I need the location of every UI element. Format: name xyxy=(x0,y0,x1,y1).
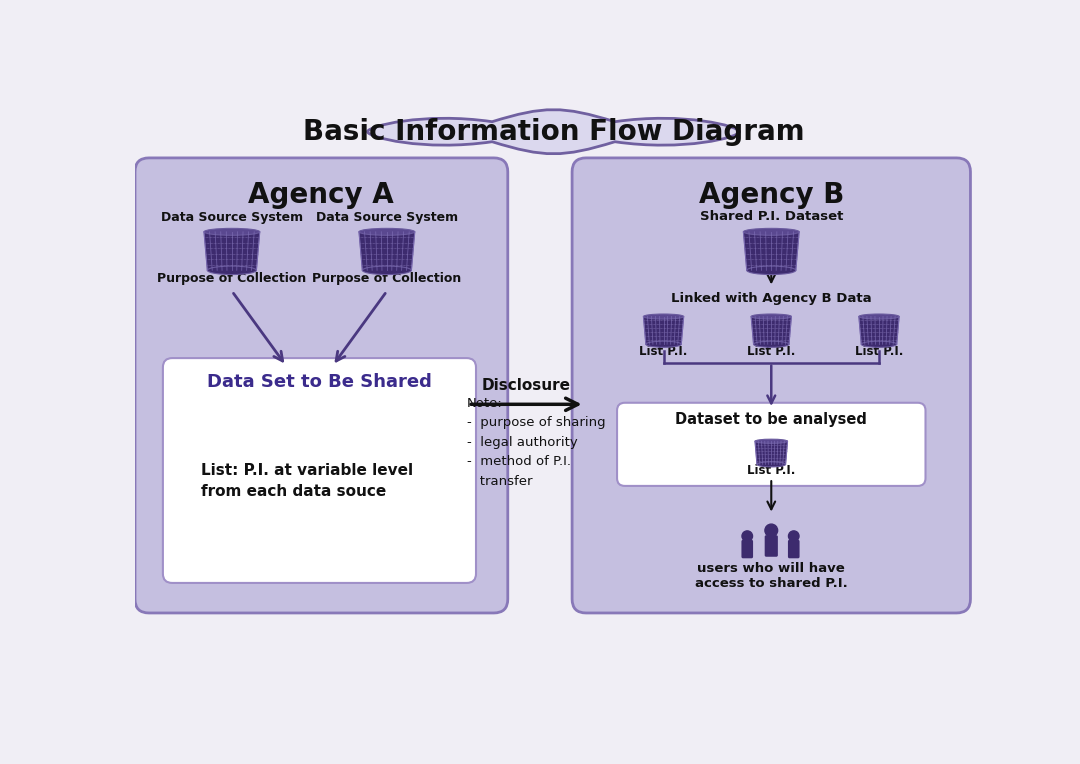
FancyBboxPatch shape xyxy=(617,403,926,486)
Text: List P.I.: List P.I. xyxy=(747,345,796,358)
Ellipse shape xyxy=(859,314,900,319)
Ellipse shape xyxy=(754,342,789,348)
Text: List: P.I. at variable level
from each data souce: List: P.I. at variable level from each d… xyxy=(201,463,413,500)
Circle shape xyxy=(742,531,753,542)
Ellipse shape xyxy=(644,314,684,319)
Text: List P.I.: List P.I. xyxy=(854,345,903,358)
Ellipse shape xyxy=(359,228,415,235)
Text: List P.I.: List P.I. xyxy=(747,464,796,477)
Text: users who will have
access to shared P.I.: users who will have access to shared P.I… xyxy=(694,562,848,590)
PathPatch shape xyxy=(644,316,684,345)
Ellipse shape xyxy=(646,342,681,348)
Ellipse shape xyxy=(746,266,796,274)
PathPatch shape xyxy=(859,316,900,345)
Ellipse shape xyxy=(861,342,896,348)
Text: Basic Information Flow Diagram: Basic Information Flow Diagram xyxy=(302,118,805,146)
Ellipse shape xyxy=(743,228,799,235)
Circle shape xyxy=(765,524,778,537)
Text: Data Source System: Data Source System xyxy=(161,212,302,225)
Text: Data Set to Be Shared: Data Set to Be Shared xyxy=(207,373,432,391)
FancyBboxPatch shape xyxy=(572,158,971,613)
PathPatch shape xyxy=(743,231,799,270)
PathPatch shape xyxy=(751,316,792,345)
Text: Data Source System: Data Source System xyxy=(315,212,458,225)
FancyBboxPatch shape xyxy=(135,158,508,613)
Text: Dataset to be analysed: Dataset to be analysed xyxy=(675,413,867,427)
FancyBboxPatch shape xyxy=(788,540,799,558)
PathPatch shape xyxy=(204,231,260,270)
Ellipse shape xyxy=(757,461,785,467)
Text: Disclosure: Disclosure xyxy=(482,378,571,393)
Ellipse shape xyxy=(755,439,787,443)
PathPatch shape xyxy=(367,110,740,154)
Ellipse shape xyxy=(362,266,411,274)
Ellipse shape xyxy=(207,266,256,274)
FancyBboxPatch shape xyxy=(742,540,753,558)
Text: Note:
-  purpose of sharing
-  legal authority
-  method of P.I.
   transfer: Note: - purpose of sharing - legal autho… xyxy=(467,397,605,487)
Text: Shared P.I. Dataset: Shared P.I. Dataset xyxy=(700,210,843,223)
Circle shape xyxy=(788,531,799,542)
Text: Agency A: Agency A xyxy=(248,181,394,209)
Text: Purpose of Collection: Purpose of Collection xyxy=(158,271,307,284)
PathPatch shape xyxy=(755,442,787,465)
Ellipse shape xyxy=(751,314,792,319)
PathPatch shape xyxy=(359,231,415,270)
Text: Linked with Agency B Data: Linked with Agency B Data xyxy=(671,293,872,306)
Text: Agency B: Agency B xyxy=(699,181,843,209)
Text: List P.I.: List P.I. xyxy=(639,345,688,358)
FancyBboxPatch shape xyxy=(163,358,476,583)
Text: Purpose of Collection: Purpose of Collection xyxy=(312,271,461,284)
Ellipse shape xyxy=(204,228,260,235)
FancyBboxPatch shape xyxy=(765,536,778,557)
